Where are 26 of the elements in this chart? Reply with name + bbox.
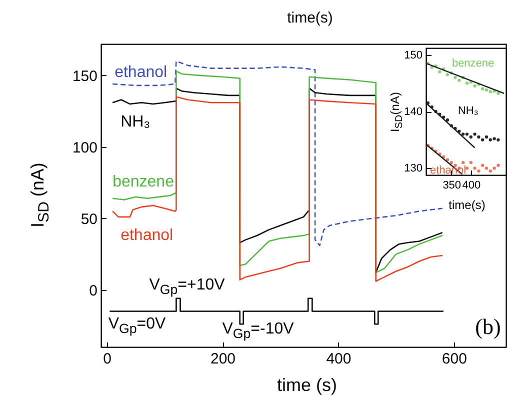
series-label: NH₃ (458, 104, 478, 117)
series-label: NH₃ (120, 114, 150, 131)
y-tick-label: 100 (72, 139, 98, 156)
series-label: ethanol (120, 227, 174, 244)
y-tick-label: 50 (80, 210, 98, 228)
series-label: benzene (452, 57, 494, 70)
x-tick-label: 0 (103, 350, 112, 368)
annotation: V$_{Gp}$=0V (108, 316, 166, 336)
x-tick-label: 350 (442, 180, 462, 192)
x-tick-label: 200 (210, 350, 236, 368)
x-axis-title: time (s) (277, 375, 337, 395)
y-tick-label: 150 (404, 49, 422, 62)
x-tick-label: 400 (326, 350, 352, 368)
series-label: benzene (112, 173, 174, 190)
x-tick-label: 400 (462, 180, 481, 192)
series-label: ethanol (114, 64, 168, 82)
text: time(s) (287, 10, 333, 26)
x-tick-label: 600 (442, 350, 467, 368)
annotation: (b) (475, 314, 501, 339)
x-axis-title: time(s) (448, 198, 486, 212)
annotation: V$_{Gp}$=+10V (149, 276, 225, 297)
y-tick-label: 0 (89, 282, 98, 300)
y-tick-label: 150 (72, 68, 98, 85)
y-tick-label: 140 (404, 106, 422, 118)
y-tick-label: 130 (404, 162, 422, 175)
annotation: V$_{Gp}$=-10V (222, 320, 294, 341)
